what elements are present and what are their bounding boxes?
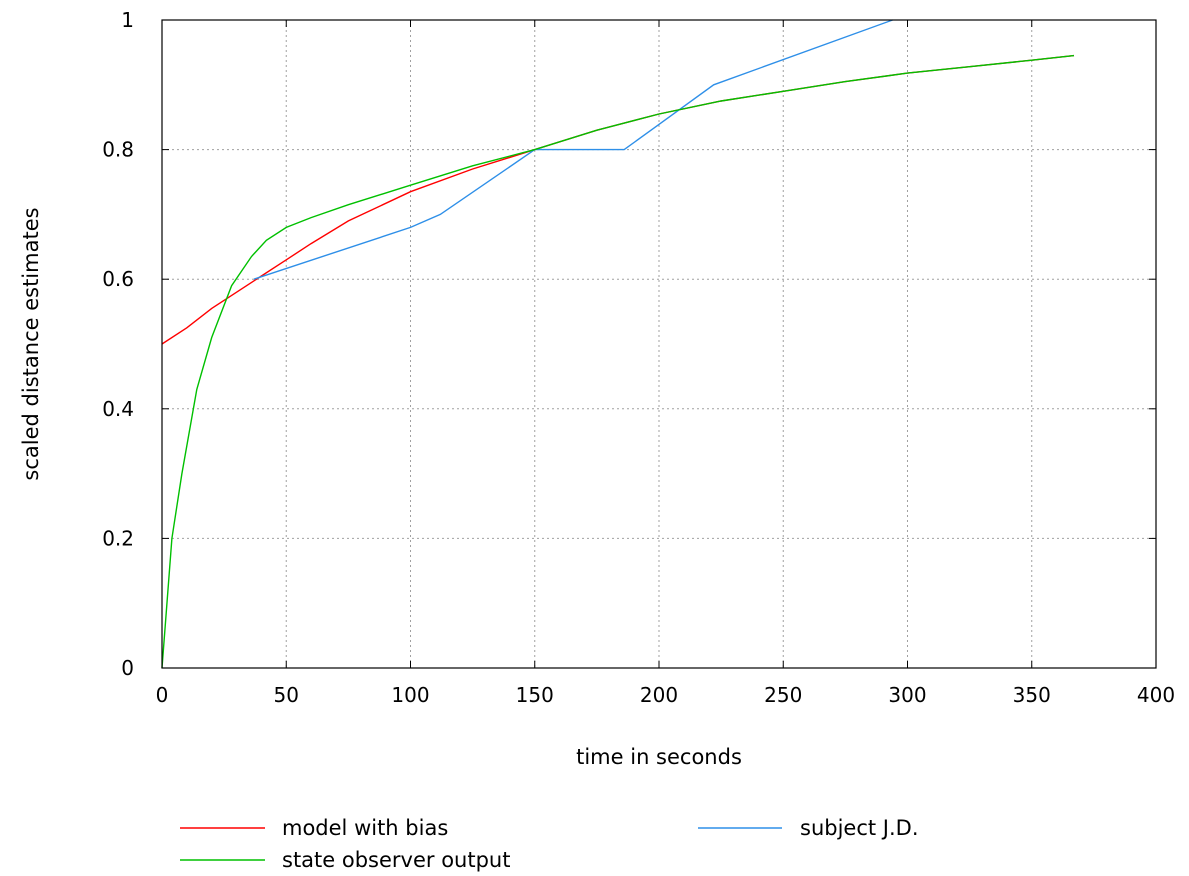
series-line-2: [161, 54, 1075, 669]
legend-label: subject J.D.: [800, 816, 919, 840]
y-axis-label: scaled distance estimates: [19, 207, 43, 480]
x-axis-ticks: 0 50 100 150 200 250 300 350 400: [156, 20, 1175, 707]
grid: [162, 20, 1156, 668]
y-axis-ticks: 0 0.2 0.4 0.6 0.8 1: [102, 8, 1156, 680]
y-tick-label: 0: [121, 656, 134, 680]
x-tick-label: 300: [888, 683, 926, 707]
x-tick-label: 0: [156, 683, 169, 707]
x-tick-label: 200: [640, 683, 678, 707]
y-tick-label: 0.2: [102, 526, 134, 550]
y-tick-label: 0.4: [102, 397, 134, 421]
legend-label: model with bias: [282, 816, 448, 840]
y-tick-label: 0.6: [102, 267, 134, 291]
y-tick-label: 0.8: [102, 138, 134, 162]
legend-label: state observer output: [282, 848, 510, 872]
x-tick-label: 150: [516, 683, 554, 707]
x-tick-label: 250: [764, 683, 802, 707]
x-tick-label: 50: [274, 683, 299, 707]
x-axis-label: time in seconds: [576, 745, 742, 769]
x-tick-label: 100: [391, 683, 429, 707]
series-line-0: [161, 54, 1075, 345]
series-line-1: [253, 19, 893, 280]
legend: model with bias subject J.D. state observe…: [180, 816, 919, 872]
x-tick-label: 350: [1013, 683, 1051, 707]
x-tick-label: 400: [1137, 683, 1175, 707]
series-lines: [161, 19, 1075, 669]
y-tick-label: 1: [121, 8, 134, 32]
